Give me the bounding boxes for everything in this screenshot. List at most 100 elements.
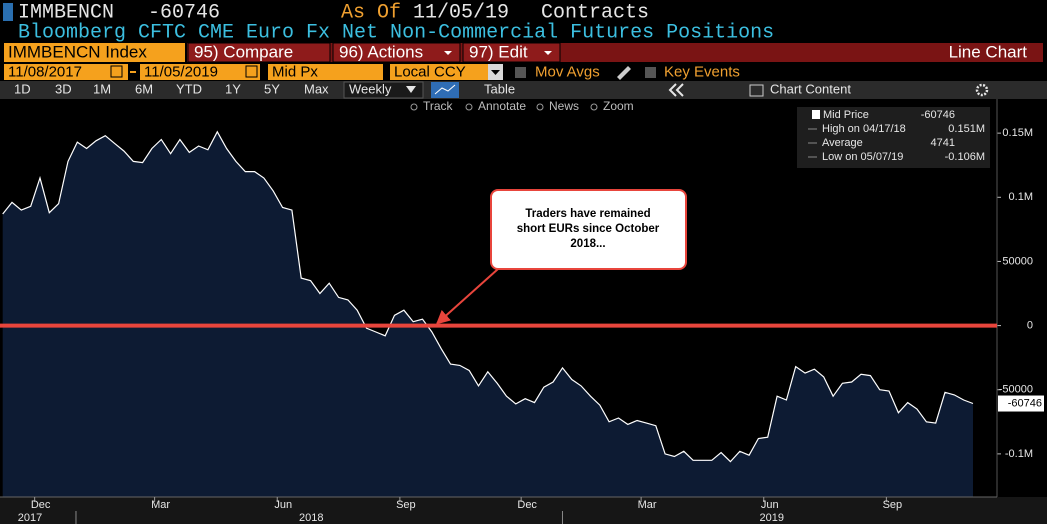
annotation-box [490, 189, 687, 270]
x-tick-label: Jun [761, 499, 779, 511]
y-tick-label: 0 [1027, 319, 1033, 331]
legend-stat-name: Average [822, 137, 863, 149]
range-button[interactable]: Max [304, 81, 329, 96]
tool[interactable]: Zoom [603, 99, 634, 113]
dropdown-arrow [406, 86, 416, 93]
button[interactable] [462, 42, 561, 63]
area [2, 131, 973, 498]
dropdown-arrow [544, 51, 552, 55]
legend-swatch [812, 110, 820, 119]
button[interactable] [332, 42, 461, 63]
end-date: 11/05/2019 [144, 63, 218, 80]
tool[interactable]: Track [423, 99, 454, 113]
tool[interactable]: Annotate [478, 99, 526, 113]
legend-box [797, 107, 990, 168]
as-of-date: 11/05/19 [413, 1, 509, 24]
ticker-marker [3, 3, 13, 21]
currency: Local CCY [394, 63, 466, 80]
range-button[interactable]: 1M [93, 81, 111, 96]
range-bar [0, 81, 1047, 99]
y-tick-label: -0.1M [1005, 448, 1033, 460]
x-tick-label: Mar [151, 499, 170, 511]
annotation-text: short EURs since October [517, 223, 660, 235]
ticker: IMMBENCN [18, 1, 114, 24]
line [2, 130, 974, 463]
x-tick-label: Sep [883, 499, 903, 511]
tool-icon [590, 103, 598, 111]
range-button[interactable]: 1Y [225, 81, 241, 96]
currency-box[interactable] [390, 64, 503, 80]
tool-icon [536, 103, 544, 111]
price-field-box[interactable] [268, 64, 383, 80]
checkbox[interactable] [645, 67, 656, 78]
security-box[interactable] [4, 43, 185, 62]
button-label: 96) Actions [339, 42, 423, 61]
line-icon-glyph [434, 84, 456, 95]
calendar-icon[interactable] [110, 65, 123, 78]
collapse-icon[interactable] [668, 83, 684, 97]
range-button[interactable]: 5Y [264, 81, 280, 96]
legend-stat-value: -0.106M [945, 151, 985, 163]
last-value-tag [998, 395, 1044, 412]
price-field: Mid Px [272, 63, 318, 80]
y-tick-label: -50000 [999, 384, 1033, 396]
range-button[interactable]: YTD [176, 81, 202, 96]
button[interactable] [187, 42, 331, 63]
calendar-icon[interactable] [245, 65, 258, 78]
y-tick-label: 0.15M [1002, 127, 1033, 139]
tool[interactable]: News [549, 99, 579, 113]
x-tick-label: Dec [31, 499, 51, 511]
description: Bloomberg CFTC CME Euro Fx Net Non-Comme… [18, 21, 774, 44]
legend-value: -60746 [921, 109, 955, 121]
end-date-box[interactable] [140, 64, 260, 80]
dropdown-arrow [491, 70, 500, 75]
x-axis-band [0, 497, 1047, 524]
chart-content-icon [749, 84, 764, 97]
range-button[interactable]: 3D [55, 81, 72, 96]
tool-icon [410, 103, 418, 111]
legend-stat-name: Low on 05/07/19 [822, 151, 903, 163]
chart-content[interactable]: Chart Content [770, 81, 851, 96]
annotation-text: Traders have remained [525, 208, 650, 220]
annotation-arrow [435, 268, 499, 325]
x-tick-label: Jun [274, 499, 292, 511]
settings-icon[interactable] [975, 83, 989, 97]
option: Key Events [664, 63, 740, 80]
year-label: 2018 [299, 512, 323, 524]
range-button[interactable]: 1D [14, 81, 31, 96]
start-date: 11/08/2017 [8, 63, 82, 80]
as-of-label: As Of [341, 1, 401, 24]
last-value-label: -60746 [1008, 397, 1042, 409]
range-button[interactable]: 6M [135, 81, 153, 96]
x-tick-label: Mar [638, 499, 657, 511]
chart-type[interactable]: Line Chart [949, 42, 1028, 61]
legend-stat-value: 4741 [931, 137, 955, 149]
legend-stat-value: 0.151M [948, 123, 985, 135]
frequency: Weekly [349, 81, 392, 96]
start-date-box[interactable] [4, 64, 128, 80]
security: IMMBENCN Index [8, 42, 147, 61]
button-label: 95) Compare [194, 42, 293, 61]
legend-stat-name: High on 04/17/18 [822, 123, 906, 135]
tool-icon [465, 103, 473, 111]
annotation-text: 2018... [570, 238, 605, 250]
date-separator [130, 71, 136, 73]
unit: Contracts [541, 1, 649, 24]
table-button[interactable]: Table [484, 81, 515, 96]
checkbox[interactable] [515, 67, 526, 78]
dropdown-arrow [444, 51, 452, 55]
legend-name: Mid Price [823, 109, 869, 121]
button-label: 97) Edit [469, 42, 528, 61]
y-tick-label: 50000 [1002, 255, 1033, 267]
year-label: 2017 [18, 512, 42, 524]
y-tick-label: 0.1M [1009, 191, 1033, 203]
x-tick-label: Dec [517, 499, 537, 511]
option: Mov Avgs [535, 63, 600, 80]
frequency-box[interactable] [343, 81, 424, 99]
last-value: -60746 [148, 1, 220, 24]
x-tick-label: Sep [396, 499, 416, 511]
year-label: 2019 [759, 512, 783, 524]
pencil-icon[interactable] [617, 66, 631, 80]
